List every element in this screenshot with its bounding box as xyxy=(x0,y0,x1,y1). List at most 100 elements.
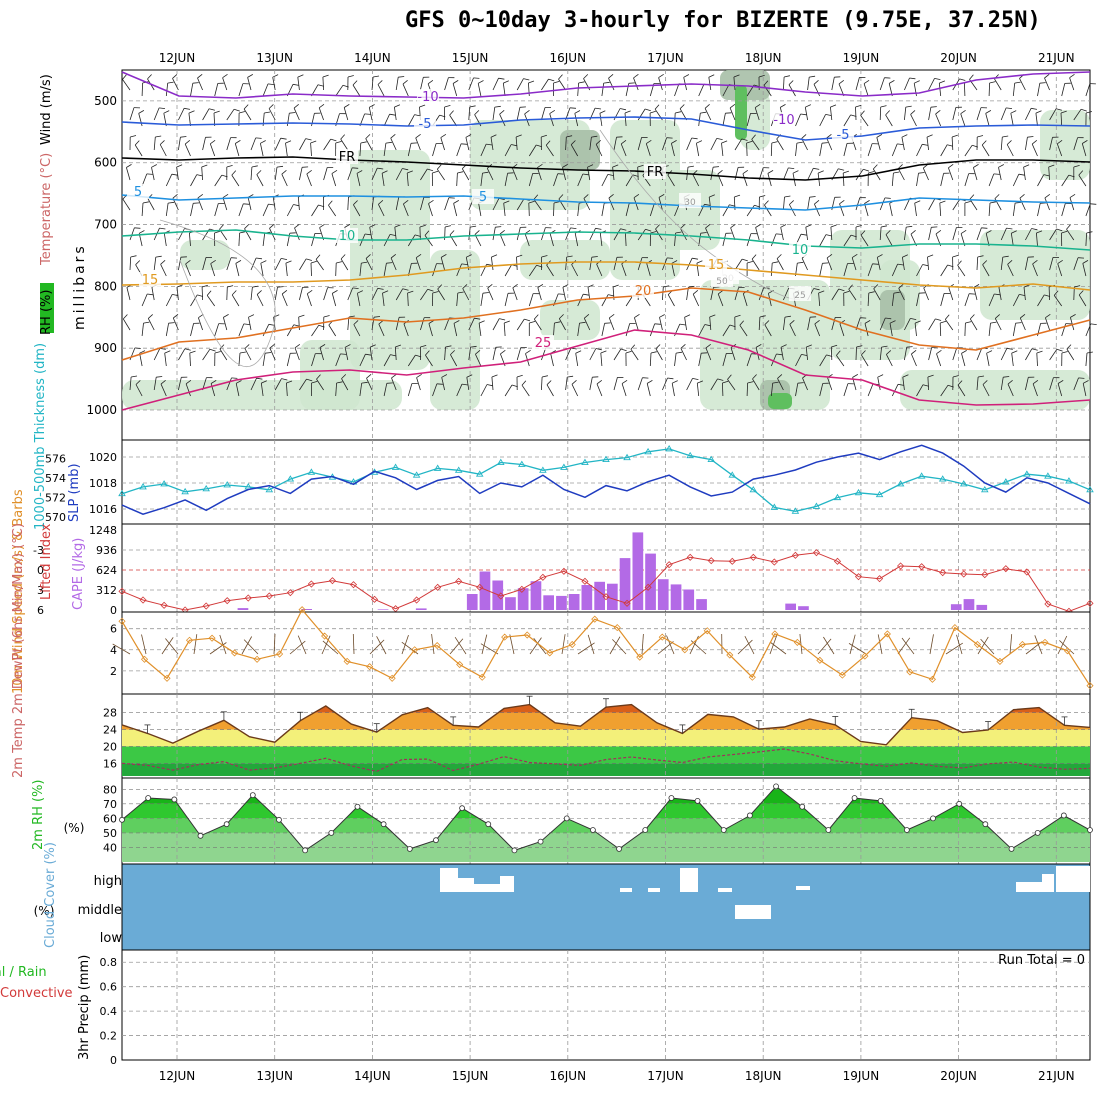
wind-barb-shaft xyxy=(789,324,796,337)
wind-barb-flag xyxy=(851,253,858,258)
wind-barb-shaft xyxy=(565,377,568,391)
wind-barb-shaft xyxy=(262,233,266,247)
wind-barb-flag xyxy=(498,77,505,80)
wind-barb-flag xyxy=(219,344,225,350)
cape-tick-label: 624 xyxy=(96,564,117,577)
wind-barb-shaft xyxy=(352,84,361,97)
wind-barb-flag xyxy=(684,314,691,318)
wind-barb-shaft xyxy=(861,354,869,367)
wind-barb-shaft xyxy=(316,378,324,391)
wind-barb-shaft xyxy=(172,317,179,331)
wind-barb-shaft xyxy=(310,142,312,157)
wind-barb-flag xyxy=(906,346,913,348)
wind-barb-flag xyxy=(608,294,615,297)
wind-barb-shaft xyxy=(662,377,668,391)
wind-barb-flag xyxy=(855,104,862,108)
wind-barb-shaft xyxy=(432,383,438,397)
wind-barb-shaft xyxy=(202,108,210,121)
cape-bar xyxy=(963,599,975,610)
wind-barb-shaft xyxy=(770,233,777,247)
wind-barb-shaft xyxy=(297,77,300,91)
wind-barb-shaft xyxy=(601,323,605,337)
wind-barb-shaft xyxy=(465,137,470,151)
wind10-point xyxy=(703,627,711,635)
wind-barb-shaft xyxy=(620,143,627,157)
wind-barb-flag xyxy=(315,254,321,260)
wind-barb-flag xyxy=(369,104,375,108)
wind-barb-shaft xyxy=(964,82,966,97)
wind-barb-shaft xyxy=(533,199,542,211)
wind-barb-shaft xyxy=(804,107,808,121)
wind-barb-shaft xyxy=(855,346,857,361)
wind-barb-shaft xyxy=(425,354,433,367)
wind-barb-flag xyxy=(1090,203,1097,205)
wind-barb-flag xyxy=(267,83,274,85)
top-date-label: 14JUN xyxy=(354,51,391,65)
wind-barb-flag xyxy=(478,320,485,324)
lifted-index-point xyxy=(686,553,694,561)
rh-contour xyxy=(159,219,276,368)
wind10-barb xyxy=(454,636,467,655)
wind-barb-flag xyxy=(608,193,614,199)
wind-barb-flag xyxy=(784,75,790,78)
wind-barb-shaft xyxy=(608,317,615,331)
wind-barb-shaft xyxy=(1073,108,1082,121)
wind-barb-flag xyxy=(759,315,766,318)
wind-barb-shaft xyxy=(751,139,760,151)
wind10-point xyxy=(1063,647,1072,655)
wind-barb-flag xyxy=(244,224,249,229)
wind-barb-flag xyxy=(906,225,913,228)
wind-barb-flag xyxy=(777,374,783,379)
wind-barb-flag xyxy=(676,351,683,354)
temperature-contour xyxy=(121,329,1091,411)
wind-barb-flag xyxy=(256,377,263,380)
wind-barb-shaft xyxy=(328,324,337,337)
wind-barb-flag xyxy=(575,350,582,354)
lifted-index-point xyxy=(1086,599,1094,607)
wind-barb-shaft xyxy=(1025,108,1032,121)
wind-barb-shaft xyxy=(583,318,591,331)
wind-barb-shaft xyxy=(159,144,167,157)
wind-barb-flag xyxy=(277,286,284,288)
wind-barb-flag xyxy=(873,284,879,289)
wind10-point xyxy=(568,640,576,649)
wind-barb-shaft xyxy=(926,137,929,151)
wind-barb-flag xyxy=(704,203,711,206)
wind-barb-shaft xyxy=(982,264,990,277)
wind-barb-flag xyxy=(243,104,249,110)
thickness-tick-label: 574 xyxy=(45,472,66,485)
wind-barb-shaft xyxy=(1023,167,1026,181)
lifted-index-point xyxy=(644,583,652,591)
wind-barb-shaft xyxy=(416,377,421,391)
wind-barb-flag xyxy=(973,164,979,168)
wind-barb-flag xyxy=(499,229,505,235)
wind-barb-shaft xyxy=(356,173,361,187)
wind-barb-flag xyxy=(378,200,384,205)
wind-barb-flag xyxy=(893,291,900,294)
lifted-index-point xyxy=(497,592,505,600)
wind-barb-shaft xyxy=(914,203,917,217)
wind-barb-flag xyxy=(692,257,699,260)
wind-barb-shaft xyxy=(1048,286,1050,301)
wind-barb-flag xyxy=(944,314,950,320)
wind-barb-shaft xyxy=(589,257,593,271)
wind-barb-flag xyxy=(130,255,137,258)
wind-barb-shaft xyxy=(516,107,521,121)
wind-barb-flag xyxy=(474,317,481,320)
wind-barb-shaft xyxy=(843,114,851,127)
wind-barb-flag xyxy=(741,258,748,262)
wind-barb-flag xyxy=(1045,313,1051,319)
wind-barb-flag xyxy=(609,313,615,319)
thickness-point xyxy=(265,485,274,493)
thickness-point xyxy=(1044,472,1052,479)
wind-barb-flag xyxy=(771,141,778,144)
wind-barb-shaft xyxy=(311,353,316,367)
wind-barb-flag xyxy=(675,231,682,234)
wind10-barb xyxy=(823,636,835,655)
thickness-point xyxy=(1065,477,1073,484)
wind-barb-shaft xyxy=(589,228,596,241)
wind-barb-shaft xyxy=(499,114,506,127)
wind-barb-flag xyxy=(244,344,250,349)
wind-barb-shaft xyxy=(480,293,484,307)
